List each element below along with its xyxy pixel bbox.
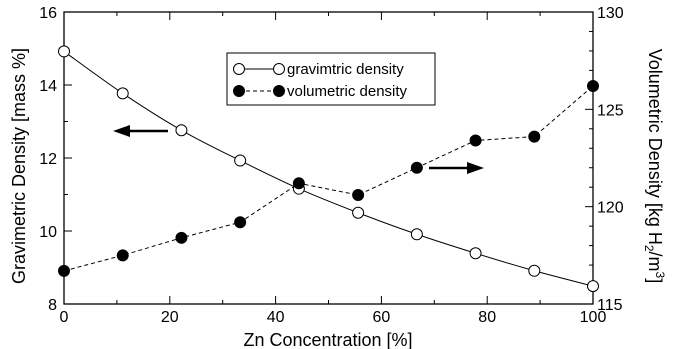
x-tick-label: 60 — [373, 309, 391, 326]
x-axis-label: Zn Concentration [%] — [243, 330, 412, 349]
y-left-tick-label: 12 — [39, 151, 57, 168]
data-point-volumetric — [352, 188, 365, 201]
legend-label-volumetric: volumetric density — [287, 83, 408, 100]
x-tick-label: 80 — [478, 309, 496, 326]
y-left-tick-label: 8 — [48, 297, 57, 314]
data-point-gravimetric — [116, 87, 129, 100]
legend-box — [226, 52, 436, 106]
data-point-gravimetric — [352, 206, 365, 219]
data-point-gravimetric — [587, 280, 599, 293]
y-left-tick-label: 10 — [39, 224, 57, 241]
right-arrow — [429, 162, 484, 174]
y-right-tick-label: 120 — [597, 200, 624, 217]
data-point-gravimetric — [469, 247, 482, 260]
x-tick-label: 0 — [60, 309, 69, 326]
data-point-volumetric — [587, 79, 599, 92]
y-left-tick-label: 16 — [39, 5, 57, 22]
series-layer — [58, 45, 599, 293]
ticks: 0 20 40 60 80 100 8 10 12 14 16 115 120 125 130 — [39, 5, 624, 326]
y-right-tick-label: 115 — [597, 297, 623, 314]
series-line-volumetric — [63, 85, 594, 272]
x-tick-label: 40 — [267, 309, 285, 326]
y-right-tick-label: 125 — [597, 102, 624, 119]
data-point-volumetric — [292, 177, 305, 190]
data-point-volumetric — [528, 130, 541, 143]
y-right-label-sup: 3 — [653, 272, 667, 279]
series-line-gravimetric — [63, 51, 594, 287]
data-point-volumetric — [175, 231, 188, 244]
left-arrow — [113, 125, 168, 137]
y-right-label-sub: 2 — [642, 245, 656, 252]
y-right-axis-label: Volumetric Density [kg H2/m3] — [642, 49, 667, 283]
data-point-gravimetric — [175, 124, 188, 137]
data-point-volumetric — [410, 161, 423, 174]
legend-label-gravimetric: gravimtric density — [287, 61, 404, 78]
y-right-label-end: ] — [645, 278, 665, 283]
y-right-tick-label: 130 — [597, 5, 624, 22]
y-right-label-mid: /m — [645, 252, 665, 272]
data-point-volumetric — [116, 249, 129, 262]
y-left-axis-label: Gravimetric Density [mass %] — [9, 48, 29, 284]
data-point-volumetric — [234, 216, 247, 229]
data-point-volumetric — [469, 134, 482, 147]
legend: gravimtric density volumetric density — [226, 52, 436, 106]
data-point-gravimetric — [58, 45, 70, 58]
data-point-gravimetric — [234, 154, 247, 167]
data-point-gravimetric — [528, 264, 541, 277]
legend-entry-volumetric: volumetric density — [233, 83, 408, 100]
series-volumetric — [58, 79, 599, 277]
data-point-gravimetric — [410, 228, 423, 241]
y-left-tick-label: 14 — [39, 78, 57, 95]
y-right-label-main: Volumetric Density [kg H — [645, 49, 665, 245]
x-tick-label: 100 — [580, 309, 607, 326]
legend-entry-gravimetric: gravimtric density — [233, 61, 404, 78]
data-point-volumetric — [58, 264, 70, 277]
x-tick-label: 20 — [161, 309, 179, 326]
